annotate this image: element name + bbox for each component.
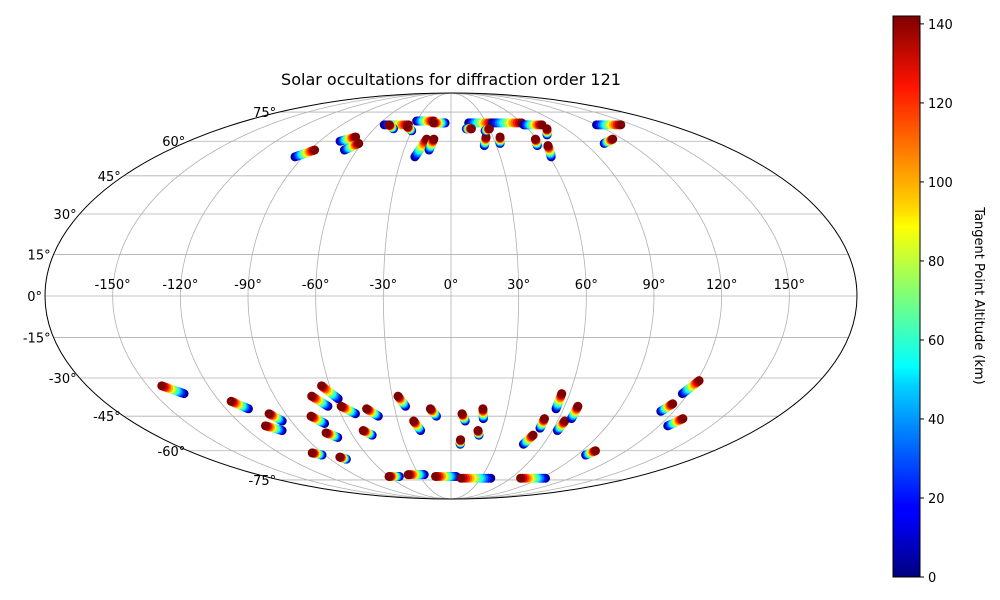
longitude-tick-label: -90° [234, 278, 262, 293]
colorbar-ticks: 0 20 40 60 80 100 120 140 [920, 18, 953, 586]
occultation-point [530, 134, 540, 144]
longitude-tick-labels: -150° -120° -90° -60° -30° 0° 30° 60° 90° 120° 150… [95, 278, 805, 293]
longitude-gridline [315, 93, 452, 499]
occultation-point [393, 391, 403, 401]
occultation-point [384, 471, 394, 481]
latitude-tick-label: -30° [49, 372, 77, 387]
occultation-point [573, 401, 583, 411]
latitude-tick-label: -15° [23, 332, 51, 347]
longitude-gridline [450, 93, 723, 499]
occultation-point [335, 452, 345, 462]
latitude-tick-label: 45° [98, 170, 121, 185]
latitude-tick-label: 30° [54, 208, 77, 223]
occultation-point [425, 404, 435, 414]
longitude-tick-label: -30° [369, 278, 397, 293]
occultation-point [456, 435, 466, 445]
latitude-tick-label: -75° [248, 474, 276, 489]
latitude-tick-label: 0° [27, 290, 42, 305]
occultation-point [354, 138, 364, 148]
occultation-point [226, 396, 236, 406]
colorbar-tick-label: 0 [928, 571, 936, 586]
longitude-gridline [450, 93, 790, 499]
longitude-tick-label: 90° [642, 278, 665, 293]
occultation-point [557, 389, 567, 399]
colorbar-tick-label: 20 [928, 492, 945, 507]
occultation-point [362, 404, 372, 414]
occultation-point [317, 381, 327, 391]
occultation-point [478, 404, 488, 414]
occultation-point [591, 446, 600, 456]
colorbar-label: Tangent Point Altitude (km) [971, 206, 986, 384]
colorbar-tick-label: 100 [928, 176, 953, 191]
colorbar-tick-label: 140 [928, 18, 953, 33]
longitude-gridline [450, 93, 655, 499]
occultation-point [678, 414, 688, 424]
occultation-point [616, 120, 626, 130]
occultation-point [307, 448, 317, 458]
graticule-grid [45, 93, 857, 499]
longitude-gridline [112, 93, 452, 499]
colorbar-tick-label: 120 [928, 97, 953, 112]
occultation-point [457, 409, 467, 419]
occultation-point [431, 471, 440, 481]
longitude-tick-label: -120° [162, 278, 198, 293]
map-boundary [44, 92, 858, 500]
chart-title: Solar occultations for diffraction order… [281, 70, 621, 89]
occultation-points [157, 116, 704, 483]
occultation-point [321, 428, 331, 438]
occultation-point [516, 473, 526, 483]
occultation-point [484, 124, 494, 134]
longitude-tick-label: 120° [706, 278, 737, 293]
occultation-point [403, 470, 413, 480]
longitude-tick-label: 60° [575, 278, 598, 293]
longitude-tick-label: -150° [95, 278, 131, 293]
occultation-point [473, 426, 483, 436]
occultation-point [306, 411, 316, 421]
longitude-tick-label: -60° [302, 278, 330, 293]
longitude-gridline [382, 93, 452, 499]
occultation-point [384, 120, 394, 130]
latitude-tick-label: 75° [253, 106, 276, 121]
occultation-point [264, 409, 274, 419]
longitude-tick-label: 30° [507, 278, 530, 293]
colorbar [892, 15, 921, 578]
occultation-point [336, 401, 346, 411]
occultation-point [260, 421, 270, 431]
occultation-point [307, 391, 317, 401]
occultation-point [495, 132, 505, 142]
latitude-tick-label: 60° [162, 135, 185, 150]
occultation-point [668, 399, 678, 409]
latitude-tick-label: -45° [93, 410, 121, 425]
latitude-tick-label: -60° [158, 445, 186, 460]
occultation-point [428, 118, 438, 128]
colorbar-tick-label: 40 [928, 413, 945, 428]
occultation-point [409, 416, 419, 426]
occultation-point [402, 122, 412, 132]
longitude-gridline [179, 93, 452, 499]
occultation-point [539, 414, 549, 424]
occultation-point [429, 134, 439, 144]
occultation-point [608, 134, 618, 144]
colorbar-tick-label: 80 [928, 255, 945, 270]
occultation-point [543, 141, 553, 151]
occultation-point [456, 473, 466, 483]
occultation-point [528, 430, 538, 440]
occultation-point [358, 426, 368, 436]
occultation-point [157, 381, 167, 391]
latitude-tick-labels: -75° -60° -45° -30° -15° 0° 15° 30° 45° 60° 75° [23, 106, 276, 489]
occultation-point [694, 376, 704, 386]
longitude-tick-label: 0° [444, 278, 459, 293]
longitude-tick-label: 150° [774, 278, 805, 293]
occultation-point [310, 145, 320, 155]
colorbar-tick-label: 60 [928, 334, 945, 349]
longitude-gridline [450, 93, 520, 499]
occultation-point [537, 120, 547, 130]
latitude-tick-label: 15° [28, 248, 51, 263]
occultation-point [466, 124, 476, 134]
